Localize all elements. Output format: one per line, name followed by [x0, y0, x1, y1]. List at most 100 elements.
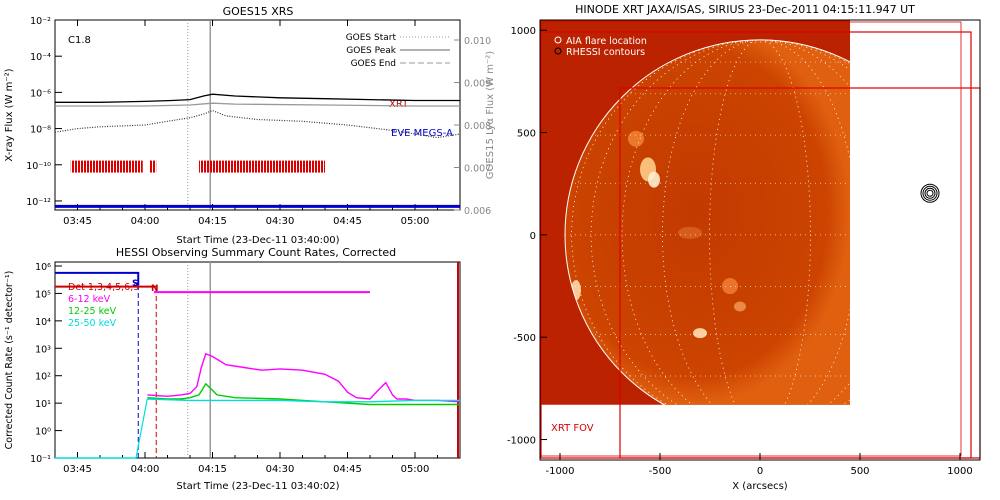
- goes-x-tick-label: 03:45: [63, 216, 92, 227]
- goes-y-axis-right: 0.010 0.009 0.008 0.007 0.006: [454, 36, 491, 217]
- xrt-x-tick-label: 500: [850, 466, 869, 477]
- goes-title: GOES15 XRS: [223, 5, 294, 18]
- goes-yr-tick-label: 0.007: [464, 164, 491, 175]
- goes-legend: GOES Start GOES Peak GOES End: [346, 33, 450, 69]
- xrt-y-tick-label: -500: [513, 333, 536, 344]
- goes-x-axis: 03:45 04:00 04:15 04:30 04:45 05:00: [54, 20, 461, 227]
- legend-goes-end: GOES End: [351, 59, 396, 69]
- goes-x-tick-label: 05:00: [401, 216, 430, 227]
- hessi-x-tick-label: 04:15: [198, 464, 227, 475]
- hessi-y-tick-label: 10⁵: [35, 289, 51, 300]
- goes-y-label-right: GOES15 Lyα Flux (W m⁻²): [485, 51, 496, 179]
- goes-long-series: [55, 93, 460, 103]
- xrt-fov-label: XRT FOV: [551, 423, 594, 434]
- goes-x-tick-label: 04:45: [333, 216, 362, 227]
- xrt-rhessi-contour: [926, 189, 934, 197]
- hessi-y-tick-label: 10¹: [35, 399, 51, 410]
- goes-yr-tick-label: 0.008: [464, 121, 491, 132]
- goes-y-axis: 10⁻² 10⁻⁴ 10⁻⁶ 10⁻⁸ 10⁻¹⁰ 10⁻¹²: [26, 16, 62, 208]
- goes-x-label: Start Time (23-Dec-11 03:40:00): [176, 235, 339, 246]
- xrt-title: HINODE XRT JAXA/ISAS, SIRIUS 23-Dec-2011…: [575, 3, 915, 16]
- legend-12-25: 12-25 keV: [68, 306, 117, 317]
- hessi-x-axis: 03:45 04:00 04:15 04:30 04:45 05:00: [54, 452, 461, 475]
- hessi-x-tick-label: 05:00: [401, 464, 430, 475]
- xrt-active-region: [693, 328, 707, 339]
- xrt-fov-box-frame: [540, 21, 962, 457]
- xrt-x-label: X (arcsecs): [732, 481, 788, 492]
- xrt-active-region: [678, 226, 702, 239]
- xrt-x-axis: -1000 -500 0 500 1000: [545, 453, 973, 477]
- xrt-x-tick-label: -500: [649, 466, 672, 477]
- goes-eve-label: EVE MEGS-A: [391, 128, 453, 139]
- xrt-image-panel: HINODE XRT JAXA/ISAS, SIRIUS 23-Dec-2011…: [507, 3, 981, 492]
- goes-yr-tick-label: 0.010: [464, 36, 491, 47]
- goes-yr-tick-label: 0.009: [464, 79, 491, 90]
- legend-6-12: 6-12 keV: [68, 294, 111, 305]
- xrt-solar-limb: [564, 39, 956, 431]
- goes-y-tick-label: 10⁻¹²: [26, 197, 51, 208]
- hessi-legend: Det 1,3,4,5,6,9 6-12 keV 12-25 keV 25-50…: [68, 282, 139, 329]
- hessi-x-tick-label: 04:30: [266, 464, 295, 475]
- hessi-x-tick-label: 03:45: [63, 464, 92, 475]
- xrt-rhessi-contour: [922, 185, 938, 201]
- xrt-active-region: [722, 278, 738, 295]
- hessi-y-tick-label: 10³: [35, 344, 51, 355]
- xrt-rhessi-contour: [920, 183, 940, 203]
- goes-y-tick-label: 10⁻⁸: [30, 125, 51, 136]
- xrt-y-tick-label: -1000: [507, 436, 536, 447]
- goes-marks: [54, 20, 461, 210]
- goes-y-tick-label: 10⁻²: [30, 16, 51, 27]
- hessi-25-50-series: [147, 398, 460, 403]
- hessi-y-axis: 10⁶ 10⁵ 10⁴ 10³ 10² 10¹ 10⁰ 10⁻¹: [30, 262, 62, 465]
- goes-flare-class: C1.8: [68, 35, 91, 46]
- xrt-active-region: [648, 171, 660, 188]
- goes-x-tick-label: 04:00: [131, 216, 160, 227]
- xrt-y-tick-label: 0: [530, 231, 536, 242]
- legend-aia-marker: [554, 36, 562, 44]
- hessi-12-25-series: [147, 382, 460, 406]
- hessi-y-tick-label: 10⁶: [35, 262, 51, 273]
- hessi-flag-s: S: [132, 279, 138, 289]
- hessi-x-tick-label: 04:00: [131, 464, 160, 475]
- legend-rhessi-marker: [554, 47, 562, 55]
- hessi-y-tick-label: 10²: [35, 372, 51, 383]
- hessi-x-label: Start Time (23-Dec-11 03:40:02): [176, 481, 339, 492]
- legend-25-50: 25-50 keV: [68, 318, 117, 329]
- xrt-active-region: [628, 130, 644, 147]
- xrt-image: [540, 20, 981, 459]
- hessi-y-label: Corrected Count Rate (s⁻¹ detector⁻¹): [4, 271, 15, 450]
- hessi-flag-bar-s: [55, 271, 140, 286]
- xrt-y-tick-label: 500: [517, 129, 536, 140]
- goes-xrs-panel: GOES15 XRS 03:45 04:00 04:15 04:30 04:45 05:0…: [4, 5, 496, 246]
- hessi-6-12-series: [147, 352, 461, 403]
- goes-xrt-coverage-block: [70, 160, 143, 173]
- goes-frame: [54, 19, 461, 211]
- goes-xrt-coverage-block: [199, 160, 325, 173]
- goes-xrt-label: XRT: [389, 99, 409, 110]
- hessi-title: HESSI Observing Summary Count Rates, Cor…: [116, 246, 396, 259]
- xrt-legend: AIA flare location RHESSI contours: [554, 36, 647, 58]
- goes-x-tick-label: 04:30: [266, 216, 295, 227]
- xrt-x-tick-label: 0: [757, 466, 763, 477]
- xrt-y-axis: 1000 500 0 -500 -1000: [507, 26, 547, 447]
- xrt-y-tick-label: 1000: [511, 26, 536, 37]
- goes-y-tick-label: 10⁻¹⁰: [26, 161, 51, 172]
- xrt-rhessi-contour: [924, 187, 936, 199]
- goes-x-tick-label: 04:15: [198, 216, 227, 227]
- legend-aia: AIA flare location: [566, 36, 647, 47]
- goes-yr-tick-label: 0.006: [464, 206, 491, 217]
- goes-y-label: X-ray Flux (W m⁻²): [4, 68, 15, 161]
- hessi-y-tick-label: 10⁰: [35, 427, 51, 438]
- goes-lya-series: [54, 109, 461, 139]
- hessi-marks: [55, 262, 461, 459]
- goes-xrt-coverage-block: [149, 160, 157, 173]
- xrt-active-region: [734, 301, 746, 312]
- hessi-y-tick-label: 10⁴: [35, 317, 51, 328]
- hessi-x-tick-label: 04:45: [333, 464, 362, 475]
- hessi-panel: HESSI Observing Summary Count Rates, Cor…: [4, 246, 461, 492]
- hessi-flag-n: N: [151, 284, 159, 294]
- legend-goes-start: GOES Start: [346, 33, 397, 43]
- xrt-grid-longitude: [571, 39, 949, 430]
- xrt-x-tick-label: -1000: [545, 466, 574, 477]
